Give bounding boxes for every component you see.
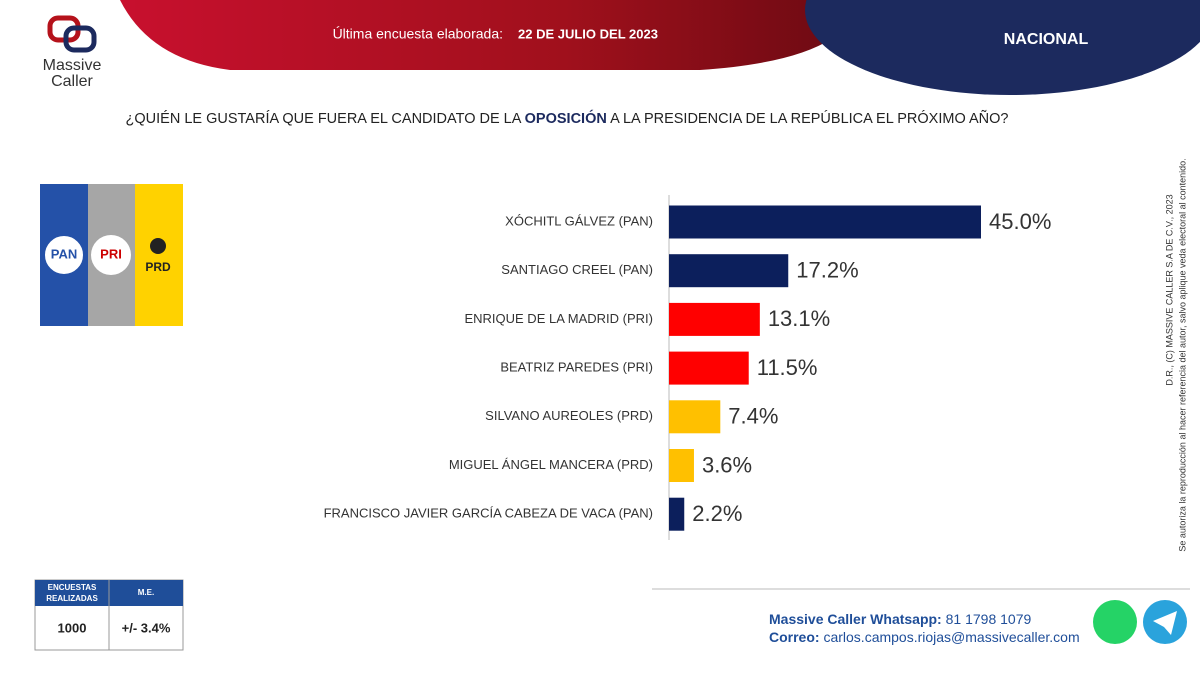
value-label: 7.4% [728, 404, 778, 429]
pan-circle [43, 234, 85, 276]
title-part: OPOSICIÓN [525, 109, 607, 127]
pri-circle [91, 235, 131, 275]
table-header-text: M.E. [138, 588, 154, 597]
logo: Massive Caller [43, 15, 102, 90]
survey-label: Última encuesta elaborada: [333, 26, 503, 42]
table: ENCUESTAS REALIZADAS M.E. 1000 +/- 3.4% [34, 579, 184, 651]
prd-sun [150, 238, 166, 254]
email: carlos.campos.riojas@massivecaller.com [823, 629, 1079, 645]
header-ellipse [805, 0, 1200, 95]
value-label: 45.0% [989, 209, 1051, 234]
logo-text: Caller [51, 73, 93, 90]
value-label: 11.5% [757, 355, 818, 380]
category-label: BEATRIZ PAREDES (PRI) [500, 360, 653, 375]
whatsapp-label: Massive Caller Whatsapp: [769, 611, 942, 627]
logo-bubble [63, 25, 97, 53]
whatsapp: 81 1798 1079 [946, 611, 1032, 627]
category-label: ENRIQUE DE LA MADRID (PRI) [464, 311, 653, 326]
footer-line: Correo: carlos.campos.riojas@massivecall… [769, 629, 1080, 645]
bar [669, 351, 749, 385]
category-label: XÓCHITL GÁLVEZ (PAN) [505, 213, 653, 228]
party-name: PRD [145, 260, 171, 274]
chart-title: ¿QUIÉN LE GUSTARÍA QUE FUERA EL CANDIDAT… [126, 109, 1009, 127]
header-band [120, 0, 860, 70]
value-label: 13.1% [768, 306, 830, 331]
value-label: 3.6% [702, 452, 752, 477]
survey-date: 22 DE JULIO DEL 2023 [518, 26, 658, 41]
category-label: MIGUEL ÁNGEL MANCERA (PRD) [449, 457, 653, 472]
table-cell: +/- 3.4% [122, 620, 171, 635]
table-header-text: REALIZADAS [46, 594, 98, 603]
scope: NACIONAL [1004, 31, 1089, 48]
value-label: 17.2% [796, 258, 858, 283]
side-note: Se autoriza la reproducción al hacer ref… [1177, 158, 1187, 551]
table-header-text: ENCUESTAS [48, 583, 97, 592]
telegram-glyph [1153, 611, 1177, 635]
side-note: D.R., (C) MASSIVE CALLER S.A DE C.V., 20… [1164, 194, 1174, 385]
party-name: PRI [100, 246, 122, 261]
whatsapp-icon[interactable] [1093, 600, 1137, 644]
title-part: ¿QUIÉN LE GUSTARÍA QUE FUERA EL CANDIDAT… [126, 110, 522, 127]
title-part: A LA PRESIDENCIA DE LA REPÚBLICA EL PRÓX… [610, 110, 1008, 127]
category-label: FRANCISCO JAVIER GARCÍA CABEZA DE VACA (… [324, 506, 653, 521]
bar [669, 449, 694, 482]
bar [669, 205, 981, 239]
category-label: SILVANO AUREOLES (PRD) [485, 408, 653, 423]
bar [669, 254, 789, 288]
footer-line: Massive Caller Whatsapp: 81 1798 1079 [769, 611, 1031, 627]
bar [669, 400, 721, 434]
party-name: PAN [51, 246, 77, 261]
category-label: SANTIAGO CREEL (PAN) [501, 262, 653, 277]
bar [669, 302, 760, 336]
bar [669, 497, 685, 531]
party-logos: PAN PRI PRD [40, 184, 183, 326]
logo-text: Massive [43, 57, 102, 74]
value-label: 2.2% [692, 501, 742, 526]
table-cell: 1000 [58, 620, 87, 635]
email-label: Correo: [769, 629, 820, 645]
prd-panel [135, 184, 183, 326]
